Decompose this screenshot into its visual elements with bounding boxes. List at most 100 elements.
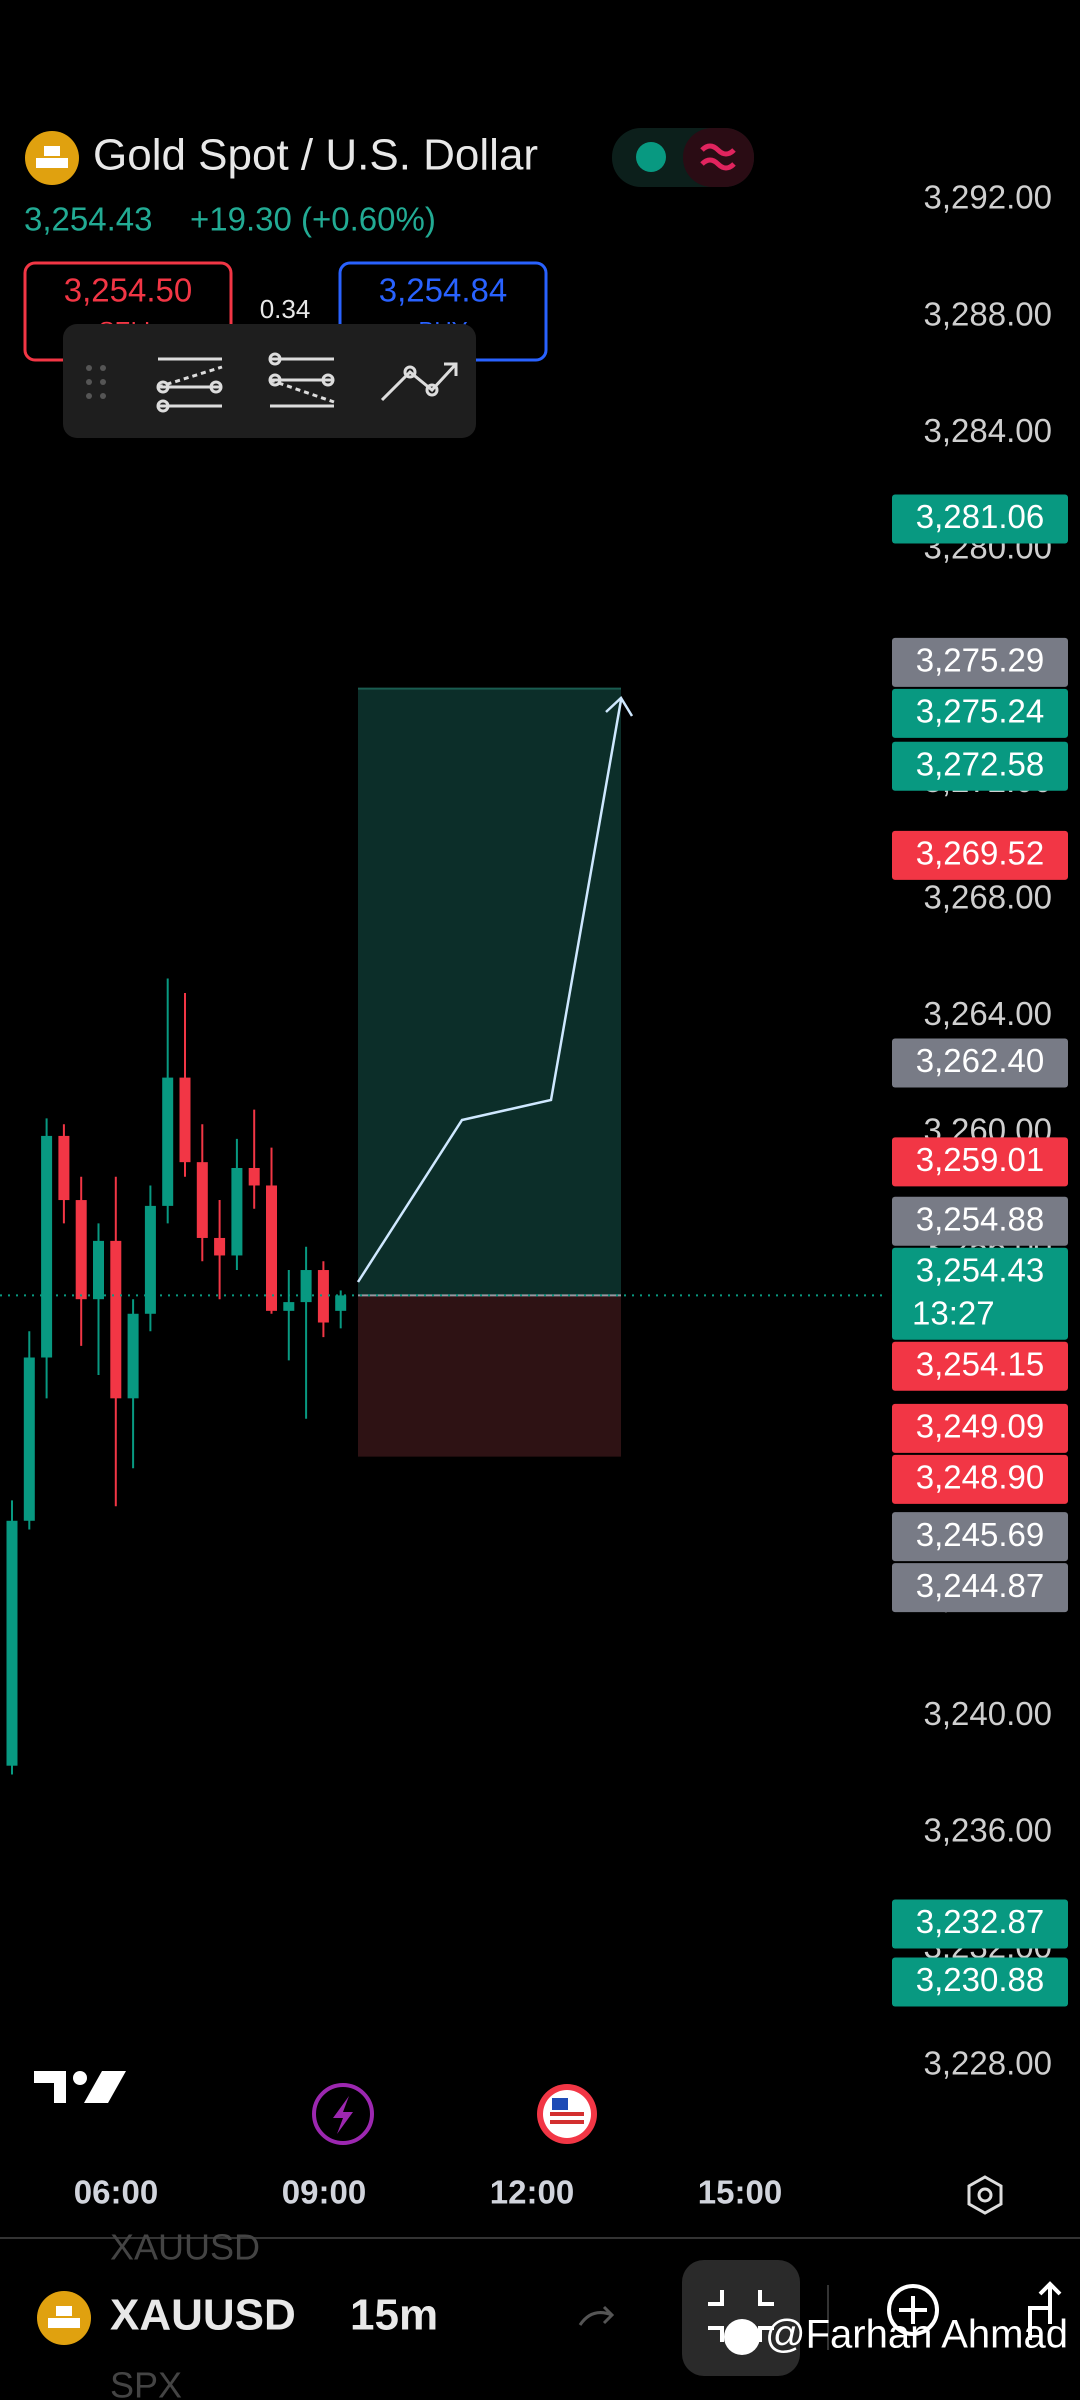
candle-body xyxy=(179,1077,191,1163)
price-badge-label: 3,254.15 xyxy=(916,1345,1044,1382)
x-tick-label: 06:00 xyxy=(74,2174,158,2211)
events-icon xyxy=(333,2096,353,2134)
candle-body xyxy=(75,1200,87,1300)
y-tick-label: 3,288.00 xyxy=(924,295,1052,332)
chart-area xyxy=(0,687,885,1775)
add-button[interactable] xyxy=(887,2284,939,2336)
x-tick-label: 15:00 xyxy=(698,2174,782,2211)
candle-body xyxy=(317,1270,329,1323)
price-badge xyxy=(892,1247,1068,1340)
facebook-icon xyxy=(724,2319,760,2355)
tool-short-position[interactable] xyxy=(268,352,335,408)
price-badge xyxy=(892,1512,1068,1562)
price-badge-label: 3,262.40 xyxy=(916,1042,1044,1079)
price-badge xyxy=(892,741,1068,791)
price-badge-label: 3,281.06 xyxy=(916,498,1044,535)
watermark: @Farhan Ahmad xyxy=(765,2313,1068,2357)
position-target-zone xyxy=(358,688,621,1296)
candle-body xyxy=(41,1135,53,1358)
sell-price: 3,254.50 xyxy=(64,272,192,309)
candle-body xyxy=(231,1167,243,1256)
flag-stripes xyxy=(550,2098,584,2124)
candle-body xyxy=(335,1295,347,1311)
market-open-dot xyxy=(636,142,666,172)
tool-long-position[interactable] xyxy=(156,357,223,413)
symbol-list-below: SPX xyxy=(110,2365,182,2400)
candle-body xyxy=(162,1077,174,1206)
price-badge-label: 3,254.88 xyxy=(916,1200,1044,1237)
price-badge-label: 3,254.43 xyxy=(916,1251,1044,1288)
drag-handle[interactable] xyxy=(86,365,106,399)
fullscreen-button[interactable] xyxy=(682,2260,800,2376)
candle-body xyxy=(266,1185,277,1311)
chart-settings[interactable] xyxy=(967,2175,1003,2215)
price-badge xyxy=(892,1957,1068,2007)
bottom-bar: XAUUSD SPX XAUUSD 15m @Farhan Ahmad xyxy=(37,2227,1068,2400)
last-price: 3,254.43 xyxy=(24,201,152,238)
price-labels: 3,281.06 3,275.29 3,275.24 3,272.58 3,269.52… xyxy=(892,494,1068,2007)
candle-body xyxy=(6,1520,18,1766)
candle-body xyxy=(144,1205,156,1314)
tradingview-logo[interactable] xyxy=(34,2071,126,2103)
symbol-title[interactable]: Gold Spot / U.S. Dollar xyxy=(93,131,538,180)
fullscreen-icon xyxy=(708,2290,774,2342)
tool-path[interactable] xyxy=(380,362,458,402)
projection-path xyxy=(356,699,623,1283)
price-badge-label: 3,230.88 xyxy=(916,1961,1044,1998)
price-badge xyxy=(892,637,1068,687)
price-badge-label: 3,232.87 xyxy=(916,1903,1044,1940)
candle-body xyxy=(248,1167,260,1186)
price-badge-label: 3,245.69 xyxy=(916,1516,1044,1553)
y-tick-label: 3,228.00 xyxy=(924,2045,1052,2082)
x-tick-label: 12:00 xyxy=(490,2174,574,2211)
price-axis: 3,292.003,288.003,284.003,280.003,276.00… xyxy=(924,179,1052,2082)
price-badge xyxy=(892,1341,1068,1391)
symbol-list-above: XAUUSD xyxy=(110,2227,260,2268)
price-badge-label: 3,244.87 xyxy=(916,1567,1044,1604)
price-badge-label: 3,259.01 xyxy=(916,1141,1044,1178)
price-badge-label: 3,275.24 xyxy=(916,693,1044,730)
y-tick-label: 3,236.00 xyxy=(924,1811,1052,1848)
candle-body xyxy=(127,1313,139,1399)
price-badge xyxy=(892,494,1068,544)
price-badge-label: 3,249.09 xyxy=(916,1408,1044,1445)
price-badge xyxy=(892,1899,1068,1949)
icon-bars xyxy=(44,146,60,156)
price-badge-label: 3,275.29 xyxy=(916,642,1044,679)
x-tick-label: 09:00 xyxy=(282,2174,366,2211)
drawing-toolbar xyxy=(63,324,476,438)
interval[interactable]: 15m xyxy=(350,2291,438,2340)
spread: 0.34 xyxy=(260,294,311,324)
price-badge-label: 3,248.90 xyxy=(916,1459,1044,1496)
time-axis: 06:00 09:00 12:00 15:00 xyxy=(74,2174,782,2211)
share-button[interactable] xyxy=(1028,2281,1062,2340)
price-badge-label: 3,272.58 xyxy=(916,745,1044,782)
symbol[interactable]: XAUUSD xyxy=(110,2291,296,2340)
price-badge xyxy=(892,1038,1068,1088)
bar-countdown: 13:27 xyxy=(912,1294,995,1331)
price-badge xyxy=(892,688,1068,738)
add-icon xyxy=(899,2296,927,2324)
price-badge xyxy=(892,1563,1068,1613)
candle-body xyxy=(196,1162,208,1238)
candle-body xyxy=(214,1237,226,1256)
projection-arrowhead xyxy=(605,696,634,717)
candle-body xyxy=(300,1270,312,1303)
price-badge xyxy=(892,1454,1068,1504)
y-tick-label: 3,240.00 xyxy=(924,1695,1052,1732)
y-tick-label: 3,264.00 xyxy=(924,995,1052,1032)
candle-body xyxy=(283,1302,295,1311)
redo-button[interactable] xyxy=(578,2305,615,2326)
status-icon xyxy=(700,143,736,171)
icon-bars xyxy=(56,2306,72,2316)
icon-bars xyxy=(36,158,68,168)
candle-body xyxy=(110,1240,122,1399)
icon-bars xyxy=(48,2318,80,2328)
candle-body xyxy=(93,1240,104,1300)
events-button[interactable] xyxy=(312,2083,374,2145)
y-tick-label: 3,292.00 xyxy=(924,179,1052,216)
price-badge xyxy=(892,1403,1068,1453)
status-pill-half xyxy=(683,128,754,187)
